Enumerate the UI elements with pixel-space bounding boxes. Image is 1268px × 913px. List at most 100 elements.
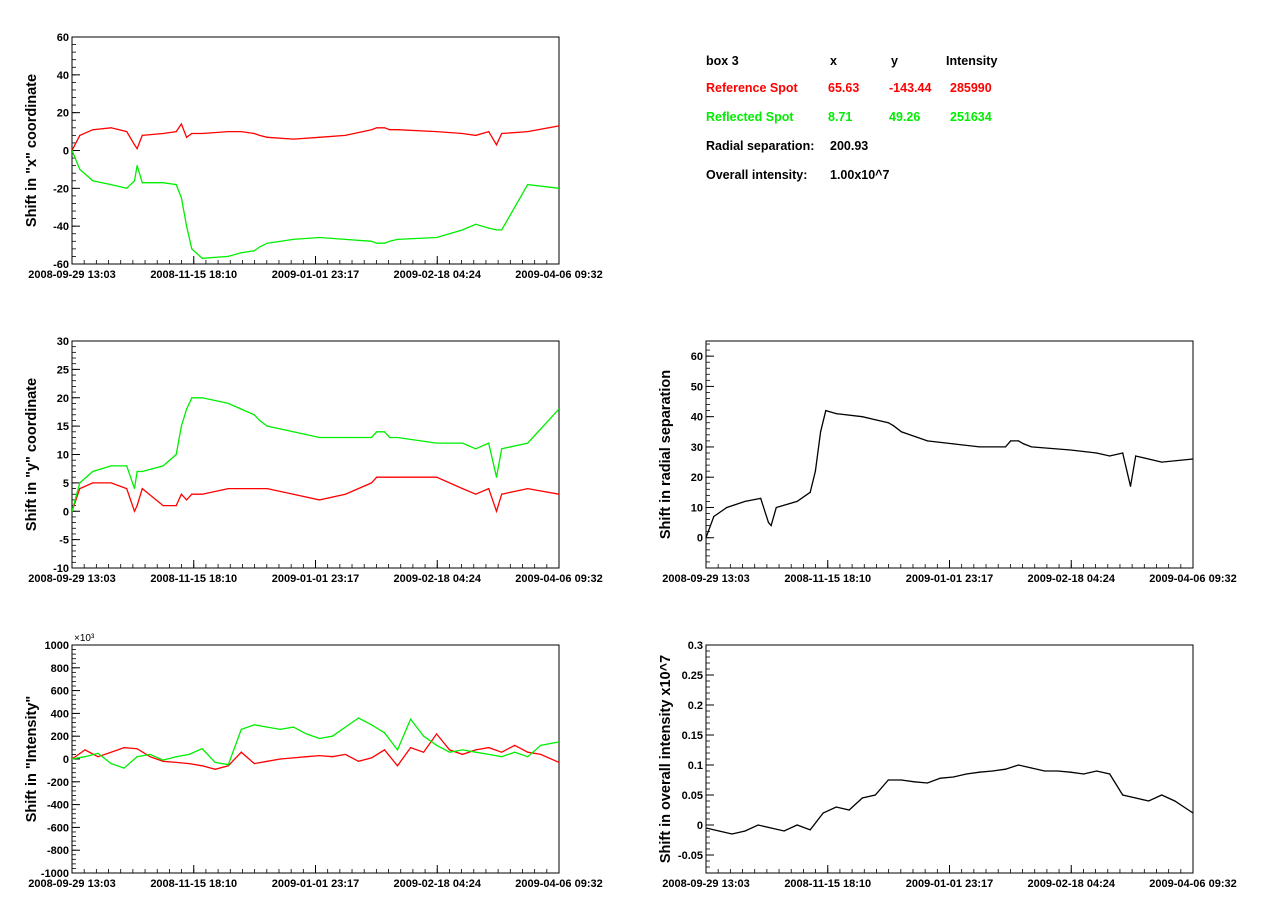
- data-point: [72, 149, 73, 152]
- data-point: [1129, 485, 1132, 487]
- data-point: [344, 238, 347, 241]
- data-point: [79, 168, 81, 171]
- data-point: [783, 830, 785, 832]
- data-point: [848, 809, 850, 811]
- data-point: [370, 757, 373, 759]
- y-tick-label: 1000: [45, 640, 69, 652]
- data-point: [475, 223, 477, 225]
- data-point: [344, 753, 347, 756]
- data-point: [383, 431, 386, 433]
- data-point: [861, 797, 863, 799]
- data-point: [926, 782, 928, 784]
- x-shift-series-reference-spot: [72, 122, 559, 151]
- data-point: [965, 773, 968, 775]
- data-point: [770, 827, 772, 829]
- x-tick-label: 2009-04-06 09:32: [515, 269, 602, 281]
- data-point: [861, 416, 863, 418]
- data-point: [488, 227, 490, 229]
- data-point: [141, 470, 143, 473]
- data-point: [370, 436, 373, 439]
- info-col-intensity: Intensity: [946, 54, 998, 68]
- x-tick-label: 2009-02-18 04:24: [394, 878, 482, 890]
- overall-value: 1.00x10^7: [830, 168, 890, 182]
- data-point: [258, 487, 261, 490]
- data-point: [767, 522, 770, 524]
- data-point: [1004, 446, 1007, 448]
- y-tick-label: 5: [63, 478, 69, 490]
- y-tick-label: -10: [53, 563, 69, 575]
- data-point: [809, 491, 811, 493]
- data-point: [825, 410, 827, 412]
- data-point: [1010, 440, 1012, 442]
- data-point: [475, 134, 477, 136]
- data-point: [731, 833, 733, 835]
- data-point: [175, 130, 177, 133]
- x-tick-label: 2009-01-01 23:17: [906, 878, 993, 890]
- data-point: [266, 136, 268, 138]
- intensity-shift-exponent: ×10³: [74, 633, 95, 644]
- data-point: [305, 756, 307, 758]
- y-tick-label: 0: [63, 506, 69, 518]
- data-point: [462, 749, 464, 751]
- overall-intensity-shift-frame: [705, 644, 1194, 874]
- data-point: [558, 493, 559, 495]
- data-point: [527, 442, 529, 444]
- data-point: [900, 431, 902, 433]
- data-point: [201, 765, 203, 767]
- data-point: [370, 240, 373, 242]
- data-point: [558, 761, 559, 764]
- y-shift-ylabel: Shift in "y" coordinate: [24, 378, 40, 531]
- data-point: [149, 753, 151, 756]
- data-point: [514, 751, 516, 753]
- data-point: [713, 515, 715, 518]
- data-point: [240, 408, 242, 410]
- y-tick-label: 0: [63, 146, 69, 158]
- data-point: [495, 510, 498, 512]
- data-point: [376, 476, 378, 478]
- data-point: [175, 453, 177, 456]
- data-point: [939, 777, 941, 779]
- data-point: [92, 180, 94, 182]
- radial-shift-series-line: [706, 409, 1193, 538]
- data-point: [435, 236, 438, 239]
- data-point: [1017, 440, 1020, 442]
- y-shift-plot: -10 -5 0 5 10 15 20 25 30 2008-09-29 13:03 2008-11…: [24, 336, 603, 585]
- y-tick-label: 800: [51, 663, 69, 675]
- data-point: [162, 759, 164, 761]
- data-point: [141, 487, 143, 490]
- x-tick-label: 2009-02-18 04:24: [1028, 573, 1116, 585]
- data-point: [188, 753, 190, 756]
- data-point: [258, 134, 261, 136]
- x-tick-label: 2008-09-29 13:03: [28, 269, 115, 281]
- data-point: [488, 130, 490, 133]
- y-tick-label: 0.3: [688, 640, 703, 652]
- data-point: [180, 123, 182, 125]
- data-point: [435, 476, 438, 478]
- data-point: [331, 735, 334, 737]
- reflected-x: 8.71: [828, 110, 853, 124]
- info-title: box 3: [706, 54, 739, 68]
- data-point: [185, 225, 188, 227]
- data-point: [991, 770, 994, 772]
- data-point: [185, 136, 188, 138]
- y-tick-label: -60: [53, 259, 69, 271]
- x-tick-label: 2008-11-15 18:10: [784, 878, 871, 890]
- reflected-y: 49.26: [889, 110, 921, 124]
- data-point: [744, 830, 746, 832]
- data-point: [775, 506, 777, 509]
- y-tick-label: 20: [57, 393, 69, 405]
- data-point: [110, 751, 112, 753]
- data-point: [123, 747, 125, 749]
- data-point: [136, 504, 138, 507]
- data-point: [126, 187, 128, 189]
- data-point: [475, 749, 477, 751]
- data-point: [383, 476, 386, 478]
- data-point: [292, 138, 294, 140]
- data-point: [488, 442, 490, 444]
- y-tick-label: -40: [53, 221, 69, 233]
- data-point: [191, 248, 193, 250]
- data-point: [133, 510, 136, 512]
- y-tick-label: 400: [51, 708, 69, 720]
- data-point: [760, 497, 762, 499]
